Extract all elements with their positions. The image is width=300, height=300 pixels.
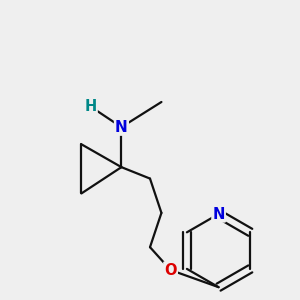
Text: H: H <box>84 99 97 114</box>
Text: N: N <box>212 206 225 221</box>
Text: N: N <box>115 120 128 135</box>
Text: O: O <box>164 262 177 278</box>
